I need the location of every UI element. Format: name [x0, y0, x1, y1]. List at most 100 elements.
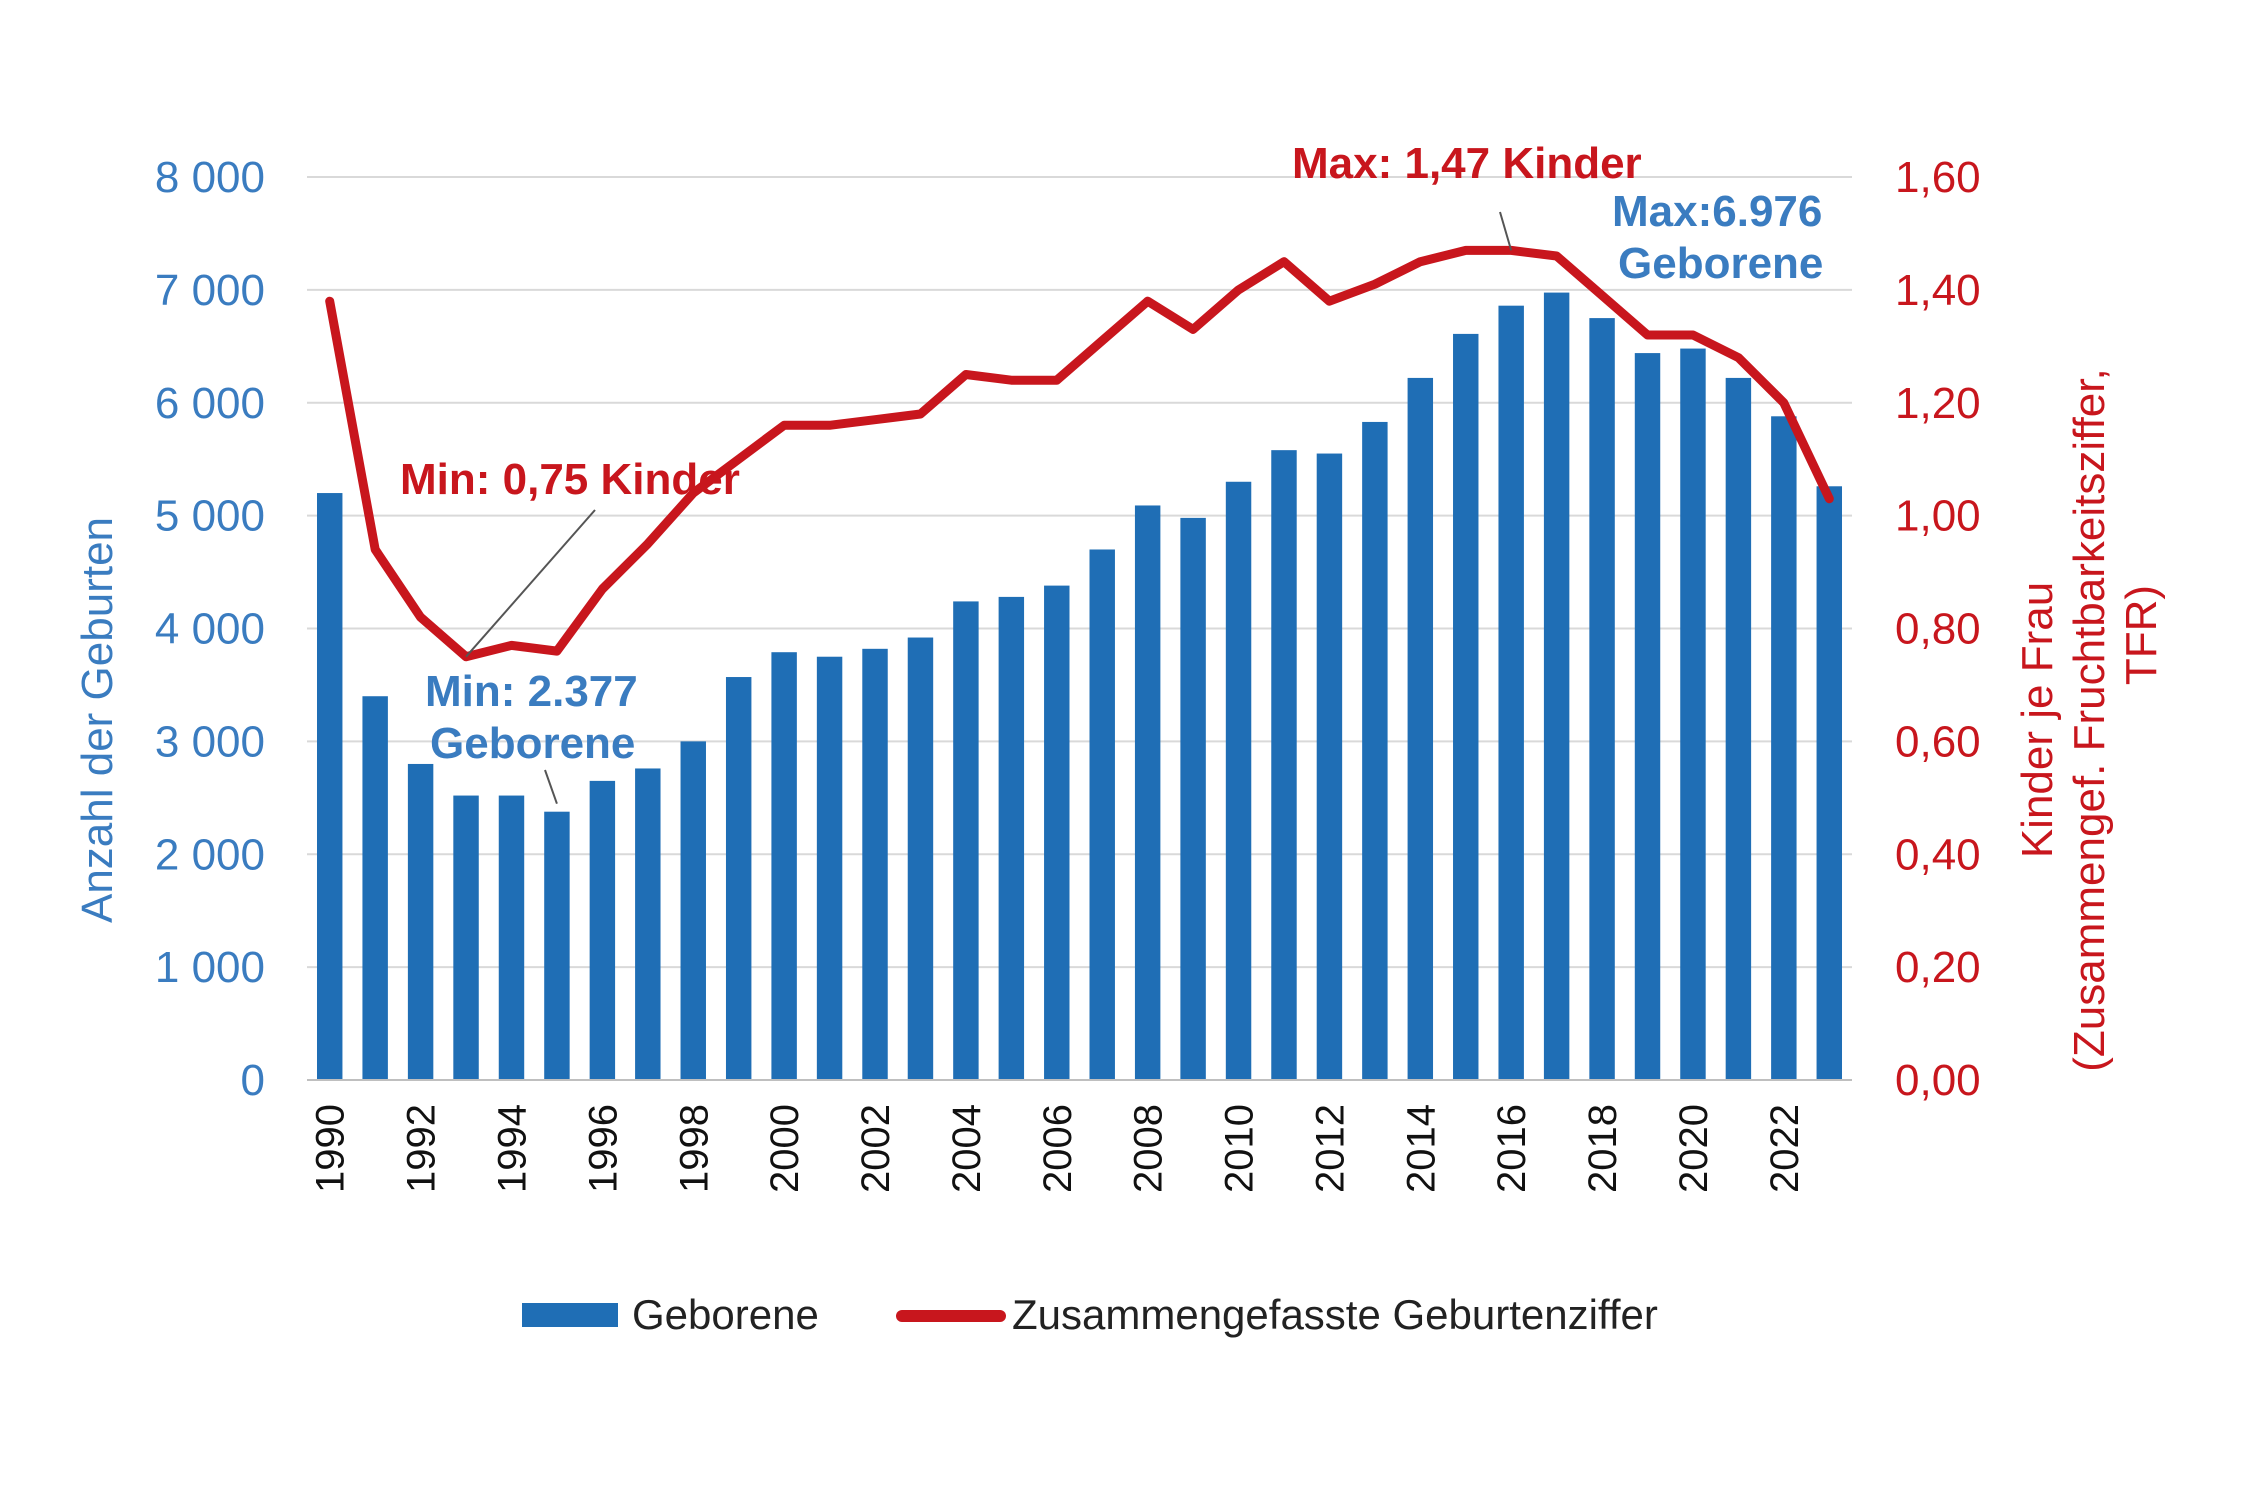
tfr-point-1997 — [646, 542, 649, 545]
leader-line-min-births — [544, 769, 558, 805]
bar-2018 — [1589, 318, 1615, 1080]
tfr-point-2002 — [874, 418, 877, 421]
y-left-tick-label: 7 000 — [155, 266, 265, 315]
bar-2002 — [862, 648, 888, 1080]
bar-1999 — [725, 677, 752, 1080]
tfr-point-2007 — [1101, 339, 1104, 342]
x-tick-label: 1994 — [490, 1104, 534, 1193]
y-left-tick-label: 0 — [241, 1056, 265, 1105]
bar-2011 — [1271, 450, 1297, 1081]
y-left-tick-label: 3 000 — [155, 717, 265, 766]
bar-2000 — [771, 652, 797, 1080]
tfr-point-2001 — [828, 424, 831, 427]
bar-2004 — [953, 601, 979, 1080]
x-tick-label: 1992 — [400, 1104, 444, 1193]
legend-swatch-geborene — [522, 1303, 618, 1327]
bar-2022 — [1771, 416, 1797, 1080]
x-tick-label: 2014 — [1399, 1104, 1443, 1193]
annotation-min-births-line1: Min: 2.377 — [425, 667, 638, 716]
x-tick-label: 2018 — [1581, 1104, 1625, 1193]
y-left-tick-label: 5 000 — [155, 492, 265, 541]
y-left-tick-label: 8 000 — [155, 153, 265, 202]
bar-1998 — [680, 741, 706, 1080]
tfr-point-2003 — [919, 413, 922, 416]
tfr-point-2011 — [1282, 260, 1285, 263]
tfr-point-2023 — [1828, 497, 1831, 500]
bar-2009 — [1180, 517, 1206, 1080]
tfr-point-2006 — [1055, 379, 1058, 382]
tfr-point-1990 — [328, 300, 331, 303]
tfr-point-1995 — [555, 650, 558, 653]
bar-2017 — [1543, 292, 1570, 1081]
bar-2014 — [1407, 377, 1434, 1081]
bar-1997 — [635, 768, 661, 1080]
tfr-point-2014 — [1419, 260, 1422, 263]
bar-1992 — [407, 763, 434, 1080]
bar-2023 — [1816, 486, 1843, 1081]
y-left-tick-label: 4 000 — [155, 605, 265, 654]
bar-1991 — [362, 696, 388, 1080]
x-tick-label: 2016 — [1490, 1104, 1534, 1193]
tfr-point-2000 — [783, 424, 786, 427]
x-tick-label: 1998 — [672, 1104, 716, 1193]
x-tick-label: 2008 — [1127, 1104, 1171, 1193]
y-axis-right-title-line1: Kinder je Frau — [2013, 582, 2062, 858]
y-right-tick-label: 1,60 — [1895, 153, 1981, 202]
legend: Geborene Zusammengefasste Geburtenziffer — [522, 1291, 1658, 1338]
x-tick-label: 2002 — [854, 1104, 898, 1193]
tfr-point-1999 — [737, 458, 740, 461]
y-right-tick-label: 1,00 — [1895, 492, 1981, 541]
y-axis-right-title: Kinder je Frau (Zusammengef. Fruchtbarke… — [2013, 368, 2166, 1071]
bar-2015 — [1453, 333, 1479, 1080]
bar-2003 — [907, 637, 934, 1080]
y-axis-right-title-line3: TFR) — [2117, 585, 2166, 685]
annotation-min-tfr: Min: 0,75 Kinder — [400, 455, 740, 504]
y-left-tick-label: 2 000 — [155, 830, 265, 879]
axes: 0 1 000 2 000 3 000 4 000 5 000 6 000 7 000 8 00… — [155, 153, 1981, 1193]
bar-2007 — [1089, 549, 1115, 1080]
line-series-tfr — [325, 245, 1834, 662]
tfr-line — [325, 245, 1834, 662]
x-tick-label: 2000 — [763, 1104, 807, 1193]
x-tick-label: 2010 — [1218, 1104, 1262, 1193]
tfr-point-2012 — [1328, 300, 1331, 303]
bar-2016 — [1498, 305, 1524, 1080]
bar-2021 — [1725, 377, 1752, 1081]
tfr-point-2005 — [1010, 379, 1013, 382]
bar-series-geborene — [316, 292, 1843, 1081]
y-axis-right-title-line2: (Zusammengef. Fruchtbarkeitsziffer, — [2065, 368, 2114, 1071]
bar-1995 — [544, 811, 570, 1080]
x-tick-label: 2004 — [945, 1104, 989, 1193]
bar-2005 — [998, 596, 1025, 1080]
bar-2019 — [1634, 353, 1661, 1081]
tfr-point-1992 — [419, 616, 422, 619]
x-tick-label: 2020 — [1672, 1104, 1716, 1193]
tfr-point-2019 — [1646, 334, 1649, 337]
leader-line-max-tfr — [1499, 211, 1513, 251]
bar-2010 — [1225, 481, 1252, 1080]
annotation-min-births-line2: Geborene — [430, 719, 635, 768]
y-right-tick-label: 1,40 — [1895, 266, 1981, 315]
bar-2020 — [1680, 348, 1706, 1080]
bar-2008 — [1134, 505, 1161, 1080]
bar-2001 — [816, 656, 843, 1080]
x-tick-label: 1990 — [309, 1104, 353, 1193]
y-right-tick-label: 1,20 — [1895, 379, 1981, 428]
bar-2013 — [1362, 421, 1388, 1081]
tfr-point-2021 — [1737, 356, 1740, 359]
y-right-tick-label: 0,80 — [1895, 605, 1981, 654]
tfr-point-2022 — [1782, 401, 1785, 404]
legend-label-tfr: Zusammengefasste Geburtenziffer — [1012, 1291, 1658, 1338]
tfr-point-1994 — [510, 644, 513, 647]
bar-2006 — [1044, 585, 1070, 1080]
annotation-max-births-line2: Geborene — [1618, 239, 1823, 288]
annotations: Min: 0,75 Kinder Max: 1,47 Kinder Min: 2… — [400, 139, 1823, 805]
tfr-point-2009 — [1192, 328, 1195, 331]
leader-line-min-tfr — [465, 509, 596, 658]
tfr-point-2017 — [1555, 255, 1558, 258]
y-left-tick-label: 6 000 — [155, 379, 265, 428]
tfr-point-2004 — [964, 373, 967, 376]
tfr-point-2018 — [1601, 294, 1604, 297]
tfr-point-2013 — [1373, 283, 1376, 286]
